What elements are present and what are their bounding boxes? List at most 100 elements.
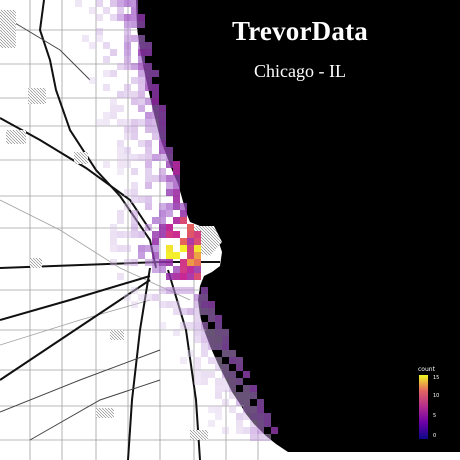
heat-tile xyxy=(131,98,138,105)
heat-tile xyxy=(187,238,194,245)
heat-tile xyxy=(110,224,117,231)
heat-tile xyxy=(152,252,159,259)
heat-tile xyxy=(131,189,138,196)
heat-tile xyxy=(166,301,173,308)
heat-tile xyxy=(159,224,166,231)
heat-tile xyxy=(194,371,201,378)
heat-tile xyxy=(159,154,166,161)
heat-tile xyxy=(201,371,208,378)
heat-tile xyxy=(145,245,152,252)
heat-tile xyxy=(194,294,201,301)
heat-tile xyxy=(187,252,194,259)
heat-tile xyxy=(131,301,138,308)
heat-tile xyxy=(215,392,222,399)
heat-tile xyxy=(131,21,138,28)
heat-tile xyxy=(180,259,187,266)
heat-tile xyxy=(124,14,131,21)
crime-heatmap xyxy=(75,0,278,441)
heat-tile xyxy=(180,287,187,294)
heat-tile xyxy=(222,364,229,371)
legend-tick-15: 15 xyxy=(433,375,440,381)
heat-tile xyxy=(103,70,110,77)
roads-secondary xyxy=(0,19,161,441)
heat-tile xyxy=(257,427,264,434)
heat-tile xyxy=(131,168,138,175)
heat-tile xyxy=(131,154,138,161)
heat-tile xyxy=(124,147,131,154)
heat-tile xyxy=(236,378,243,385)
heat-tile xyxy=(145,154,152,161)
heat-tile xyxy=(138,140,145,147)
heat-tile xyxy=(215,343,222,350)
heat-tile xyxy=(124,84,131,91)
heat-tile xyxy=(187,259,194,266)
heat-tile xyxy=(159,112,166,119)
legend-tick-10: 10 xyxy=(433,393,440,399)
heat-tile xyxy=(173,266,180,273)
heat-tile xyxy=(124,0,131,7)
heat-tile xyxy=(250,385,257,392)
heat-tile xyxy=(145,259,152,266)
heat-tile xyxy=(236,413,243,420)
heat-tile xyxy=(173,301,180,308)
heat-tile xyxy=(166,231,173,238)
heat-tile xyxy=(166,273,173,280)
heat-tile xyxy=(124,21,131,28)
heat-tile xyxy=(117,147,124,154)
heat-tile xyxy=(187,308,194,315)
heat-tile xyxy=(180,322,187,329)
heat-tile xyxy=(173,217,180,224)
heat-tile xyxy=(173,203,180,210)
heat-tile xyxy=(180,238,187,245)
heat-tile xyxy=(173,182,180,189)
heat-tile xyxy=(222,399,229,406)
heat-tile xyxy=(145,84,152,91)
heat-tile xyxy=(159,287,166,294)
heat-tile xyxy=(124,154,131,161)
heat-tile xyxy=(131,287,138,294)
heat-tile xyxy=(208,406,215,413)
heat-tile xyxy=(110,0,117,7)
heat-tile xyxy=(110,238,117,245)
heat-tile xyxy=(194,315,201,322)
heat-tile xyxy=(131,196,138,203)
heat-tile xyxy=(173,168,180,175)
heat-tile xyxy=(187,322,194,329)
heat-tile xyxy=(110,259,117,266)
heat-tile xyxy=(152,119,159,126)
heat-tile xyxy=(243,371,250,378)
heat-tile xyxy=(215,413,222,420)
heat-tile xyxy=(138,21,145,28)
heat-tile xyxy=(187,224,194,231)
heat-tile xyxy=(159,203,166,210)
heat-tile xyxy=(117,63,124,70)
heat-tile xyxy=(173,329,180,336)
heat-tile xyxy=(243,392,250,399)
heat-tile xyxy=(96,14,103,21)
legend-tick-0: 0 xyxy=(433,433,437,439)
heat-tile xyxy=(201,336,208,343)
heat-tile xyxy=(103,7,110,14)
heat-tile xyxy=(208,420,215,427)
heat-tile xyxy=(229,371,236,378)
heat-tile xyxy=(201,378,208,385)
heat-tile xyxy=(194,364,201,371)
heat-tile xyxy=(117,210,124,217)
heat-tile xyxy=(215,322,222,329)
heat-tile xyxy=(159,119,166,126)
heat-tile xyxy=(138,77,145,84)
heat-tile xyxy=(215,406,222,413)
heat-tile xyxy=(250,406,257,413)
heat-tile xyxy=(117,154,124,161)
heat-tile xyxy=(159,175,166,182)
heat-tile xyxy=(145,224,152,231)
heat-tile xyxy=(117,273,124,280)
heat-tile xyxy=(194,322,201,329)
heat-tile xyxy=(145,196,152,203)
heat-tile xyxy=(208,329,215,336)
heat-tile xyxy=(166,161,173,168)
heat-tile xyxy=(159,301,166,308)
heat-tile xyxy=(222,343,229,350)
heat-tile xyxy=(124,35,131,42)
